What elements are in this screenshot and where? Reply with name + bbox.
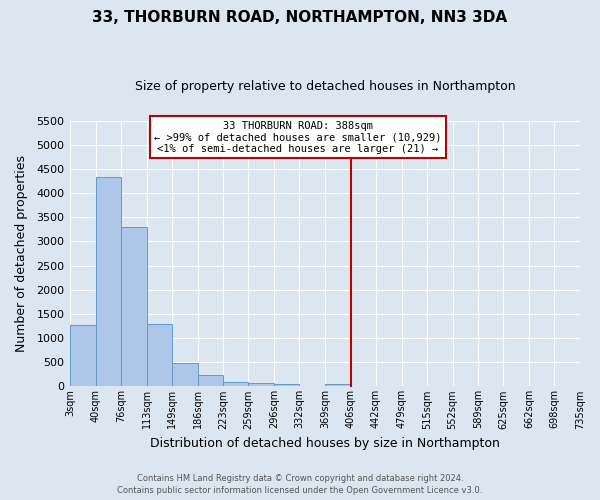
- Bar: [70, 325, 96, 386]
- Bar: [121, 228, 146, 386]
- Bar: [172, 363, 197, 386]
- Y-axis label: Number of detached properties: Number of detached properties: [15, 155, 28, 352]
- Text: 33 THORBURN ROAD: 388sqm
← >99% of detached houses are smaller (10,929)
<1% of s: 33 THORBURN ROAD: 388sqm ← >99% of detac…: [154, 120, 442, 154]
- X-axis label: Distribution of detached houses by size in Northampton: Distribution of detached houses by size …: [150, 437, 500, 450]
- Text: 33, THORBURN ROAD, NORTHAMPTON, NN3 3DA: 33, THORBURN ROAD, NORTHAMPTON, NN3 3DA: [92, 10, 508, 25]
- Bar: [197, 376, 223, 386]
- Bar: [248, 383, 274, 386]
- Bar: [325, 384, 351, 386]
- Text: Contains HM Land Registry data © Crown copyright and database right 2024.
Contai: Contains HM Land Registry data © Crown c…: [118, 474, 482, 495]
- Title: Size of property relative to detached houses in Northampton: Size of property relative to detached ho…: [134, 80, 515, 93]
- Bar: [146, 324, 172, 386]
- Bar: [223, 382, 248, 386]
- Bar: [274, 384, 299, 386]
- Bar: [96, 177, 121, 386]
